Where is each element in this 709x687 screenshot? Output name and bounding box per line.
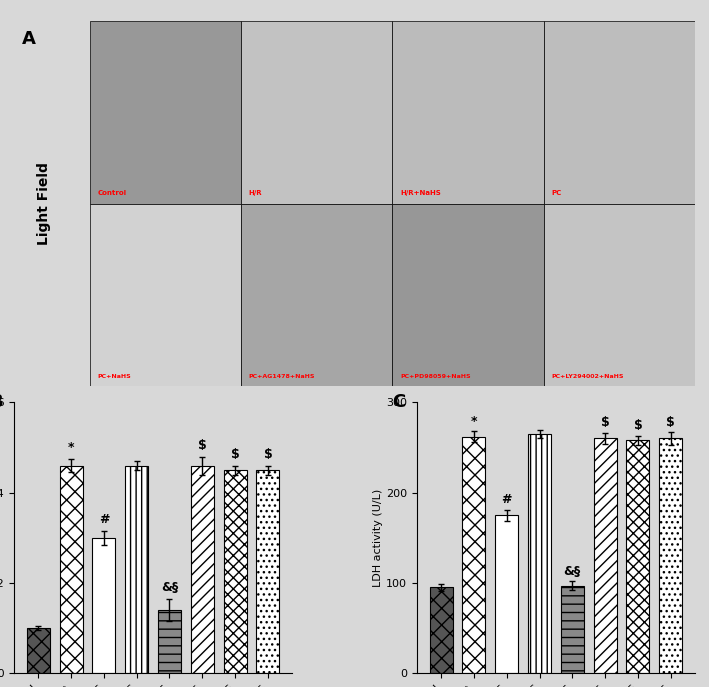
Bar bbox=[90, 21, 241, 203]
Bar bbox=[241, 203, 392, 386]
Bar bbox=[92, 538, 116, 673]
Bar bbox=[627, 440, 649, 673]
Bar bbox=[257, 470, 279, 673]
Text: H/R+NaHS: H/R+NaHS bbox=[400, 190, 440, 196]
Bar bbox=[430, 587, 452, 673]
Bar bbox=[659, 438, 682, 673]
Bar bbox=[241, 21, 392, 203]
Text: $: $ bbox=[601, 416, 610, 429]
Text: PC+PD98059+NaHS: PC+PD98059+NaHS bbox=[400, 374, 471, 379]
Bar bbox=[90, 203, 241, 386]
Text: $: $ bbox=[230, 448, 240, 461]
Text: $: $ bbox=[264, 448, 272, 461]
Text: Control: Control bbox=[97, 190, 126, 196]
Text: B: B bbox=[0, 393, 3, 412]
Bar bbox=[27, 628, 50, 673]
Bar bbox=[158, 610, 181, 673]
Text: &§: &§ bbox=[564, 565, 581, 578]
Text: PC+AG1478+NaHS: PC+AG1478+NaHS bbox=[249, 374, 315, 379]
Text: PC: PC bbox=[551, 190, 562, 196]
Bar bbox=[561, 585, 584, 673]
Text: H/R: H/R bbox=[249, 190, 262, 196]
Text: Light Field: Light Field bbox=[38, 162, 52, 245]
Text: PC+LY294002+NaHS: PC+LY294002+NaHS bbox=[551, 374, 624, 379]
Bar bbox=[544, 203, 695, 386]
Bar bbox=[495, 515, 518, 673]
Text: #: # bbox=[501, 493, 512, 506]
Bar bbox=[392, 21, 544, 203]
Text: $: $ bbox=[666, 416, 675, 429]
Text: $: $ bbox=[198, 439, 206, 452]
Bar bbox=[191, 466, 214, 673]
Text: *: * bbox=[471, 414, 477, 427]
Bar bbox=[392, 203, 544, 386]
Bar bbox=[462, 437, 486, 673]
Text: #: # bbox=[99, 513, 109, 526]
Bar bbox=[223, 470, 247, 673]
Bar bbox=[528, 434, 551, 673]
Text: &§: &§ bbox=[161, 581, 178, 594]
Bar bbox=[544, 21, 695, 203]
Bar bbox=[60, 466, 82, 673]
Text: A: A bbox=[22, 30, 35, 48]
Y-axis label: LDH activity (U/L): LDH activity (U/L) bbox=[374, 488, 384, 587]
Text: *: * bbox=[68, 441, 74, 454]
Bar bbox=[125, 466, 148, 673]
Text: $: $ bbox=[634, 419, 642, 432]
Text: C: C bbox=[392, 393, 405, 412]
Text: PC+NaHS: PC+NaHS bbox=[97, 374, 131, 379]
Bar bbox=[593, 438, 617, 673]
